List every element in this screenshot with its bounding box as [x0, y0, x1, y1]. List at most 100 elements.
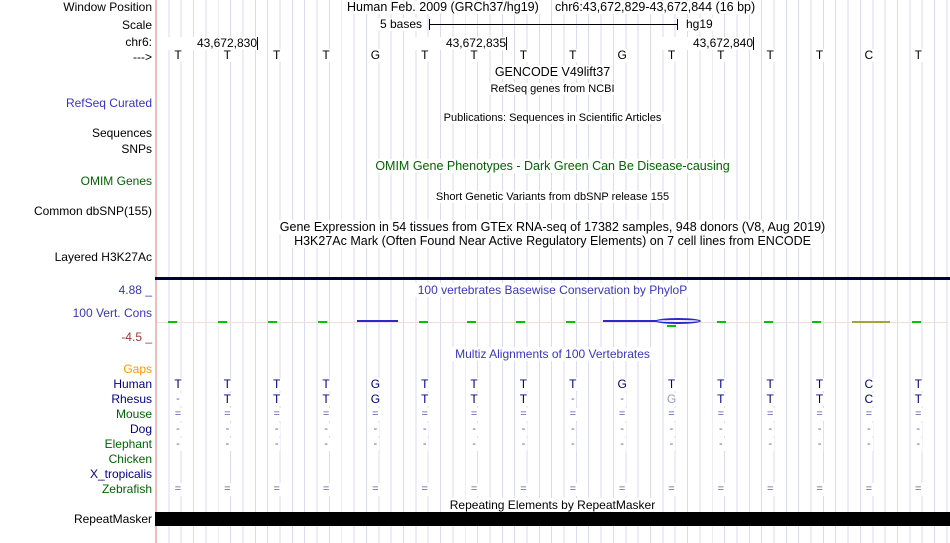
- assembly-title: Human Feb. 2009 (GRCh37/hg19): [345, 0, 541, 14]
- species-label-gaps[interactable]: Gaps: [120, 363, 152, 376]
- sequence-base: T: [320, 48, 332, 62]
- track-label-refseq-curated[interactable]: RefSeq Curated: [62, 97, 152, 110]
- species-label-zebrafish[interactable]: Zebrafish: [98, 483, 152, 496]
- phylop-olive-mark: [852, 321, 890, 323]
- label-window-position: Window Position: [60, 1, 152, 14]
- species-label-x_tropicalis[interactable]: X_tropicalis: [86, 468, 152, 481]
- sequence-base: C: [862, 48, 876, 62]
- alignment-cell: T: [271, 392, 283, 406]
- alignment-cell: =: [222, 408, 233, 421]
- alignment-cell: -: [618, 393, 626, 406]
- repeatmasker-element-bar[interactable]: [155, 512, 950, 526]
- alignment-cell: T: [271, 377, 283, 391]
- species-label-dog[interactable]: Dog: [126, 423, 152, 436]
- phylop-min-value: -4.5 _: [118, 331, 152, 344]
- sequence-base: T: [468, 48, 480, 62]
- phylop-positive-mark: [812, 321, 821, 323]
- track-label-100-vert-cons[interactable]: 100 Vert. Cons: [69, 307, 152, 320]
- alignment-cell: =: [863, 483, 875, 496]
- phylop-positive-mark: [717, 321, 726, 323]
- alignment-cell: -: [223, 423, 232, 436]
- phylop-positive-mark: [566, 321, 575, 323]
- sequence-base: T: [715, 48, 727, 62]
- window-left-marker-line: [155, 0, 157, 543]
- alignment-cell: T: [517, 377, 530, 391]
- alignment-cell: =: [764, 483, 776, 496]
- sequence-base: G: [368, 48, 383, 62]
- track-label-layered-h3k27ac[interactable]: Layered H3K27Ac: [51, 251, 152, 264]
- alignment-cell: -: [667, 438, 676, 451]
- alignment-cell: =: [419, 483, 430, 496]
- alignment-cell: T: [419, 377, 431, 391]
- alignment-cell: -: [371, 423, 380, 436]
- alignment-cell: T: [764, 392, 776, 406]
- alignment-cell: C: [862, 392, 876, 406]
- species-label-elephant[interactable]: Elephant: [101, 438, 152, 451]
- alignment-cell: -: [568, 423, 577, 436]
- position-range-title: chr6:43,672,829-43,672,844 (16 bp): [553, 0, 758, 14]
- sequence-base: T: [567, 48, 579, 62]
- alignment-cell: G: [368, 392, 383, 406]
- phylop-positive-mark: [419, 321, 428, 323]
- alignment-cell: =: [814, 408, 825, 421]
- sequence-base: G: [615, 48, 629, 62]
- alignment-cell: =: [814, 483, 825, 496]
- alignment-cell: =: [271, 483, 282, 496]
- alignment-cell: -: [420, 423, 429, 436]
- phylop-negative-line: [357, 320, 398, 322]
- species-label-mouse[interactable]: Mouse: [112, 408, 152, 421]
- genome-version-label: hg19: [684, 17, 715, 31]
- alignment-cell: =: [715, 408, 727, 421]
- alignment-cell: -: [568, 393, 577, 406]
- track-label-omim-genes[interactable]: OMIM Genes: [77, 175, 152, 188]
- alignment-cell: =: [468, 483, 480, 496]
- track-label-repeatmasker[interactable]: RepeatMasker: [70, 513, 152, 526]
- alignment-cell: -: [322, 423, 330, 436]
- sequence-base: T: [419, 48, 431, 62]
- alignment-cell: T: [172, 377, 184, 391]
- alignment-cell: -: [470, 423, 478, 436]
- alignment-cell: -: [717, 423, 725, 436]
- alignment-cell: -: [272, 423, 281, 436]
- track-label-sequences[interactable]: Sequences: [88, 127, 152, 140]
- phylop-negative-line: [603, 320, 664, 322]
- alignment-cell: =: [913, 408, 924, 421]
- alignment-cell: T: [468, 377, 480, 391]
- alignment-cell: =: [320, 408, 332, 421]
- alignment-cell: C: [862, 377, 876, 391]
- track-label-snps[interactable]: SNPs: [118, 143, 152, 156]
- alignment-cell: -: [766, 423, 775, 436]
- alignment-cell: -: [322, 438, 330, 451]
- alignment-cell: =: [271, 408, 282, 421]
- sequence-base: T: [172, 48, 184, 62]
- phylop-positive-mark: [218, 321, 227, 323]
- alignment-cell: =: [172, 483, 184, 496]
- alignment-cell: T: [764, 377, 776, 391]
- alignment-cell: =: [222, 483, 233, 496]
- base-position-gridlines: [157, 0, 948, 543]
- sequence-base: T: [764, 48, 776, 62]
- species-label-rhesus[interactable]: Rhesus: [108, 393, 152, 406]
- alignment-cell: =: [616, 408, 628, 421]
- alignment-cell: T: [468, 392, 480, 406]
- alignment-cell: -: [519, 423, 528, 436]
- alignment-cell: T: [813, 392, 826, 406]
- alignment-cell: T: [715, 392, 727, 406]
- sequence-base: T: [665, 48, 678, 62]
- label-chromosome: chr6:: [122, 36, 152, 49]
- alignment-cell: -: [618, 423, 626, 436]
- species-label-human[interactable]: Human: [110, 378, 152, 391]
- alignment-cell: G: [664, 392, 679, 406]
- alignment-cell: -: [914, 423, 923, 436]
- phylop-zero-line: [157, 322, 948, 323]
- alignment-cell: -: [174, 423, 182, 436]
- phylop-positive-mark: [467, 321, 476, 323]
- alignment-cell: T: [912, 392, 924, 406]
- species-label-chicken[interactable]: Chicken: [105, 453, 152, 466]
- alignment-cell: T: [221, 377, 234, 391]
- alignment-cell: -: [618, 438, 626, 451]
- alignment-cell: -: [766, 438, 775, 451]
- alignment-cell: =: [370, 408, 381, 421]
- phylop-positive-mark: [764, 321, 773, 323]
- track-label-common-dbsnp[interactable]: Common dbSNP(155): [30, 205, 152, 218]
